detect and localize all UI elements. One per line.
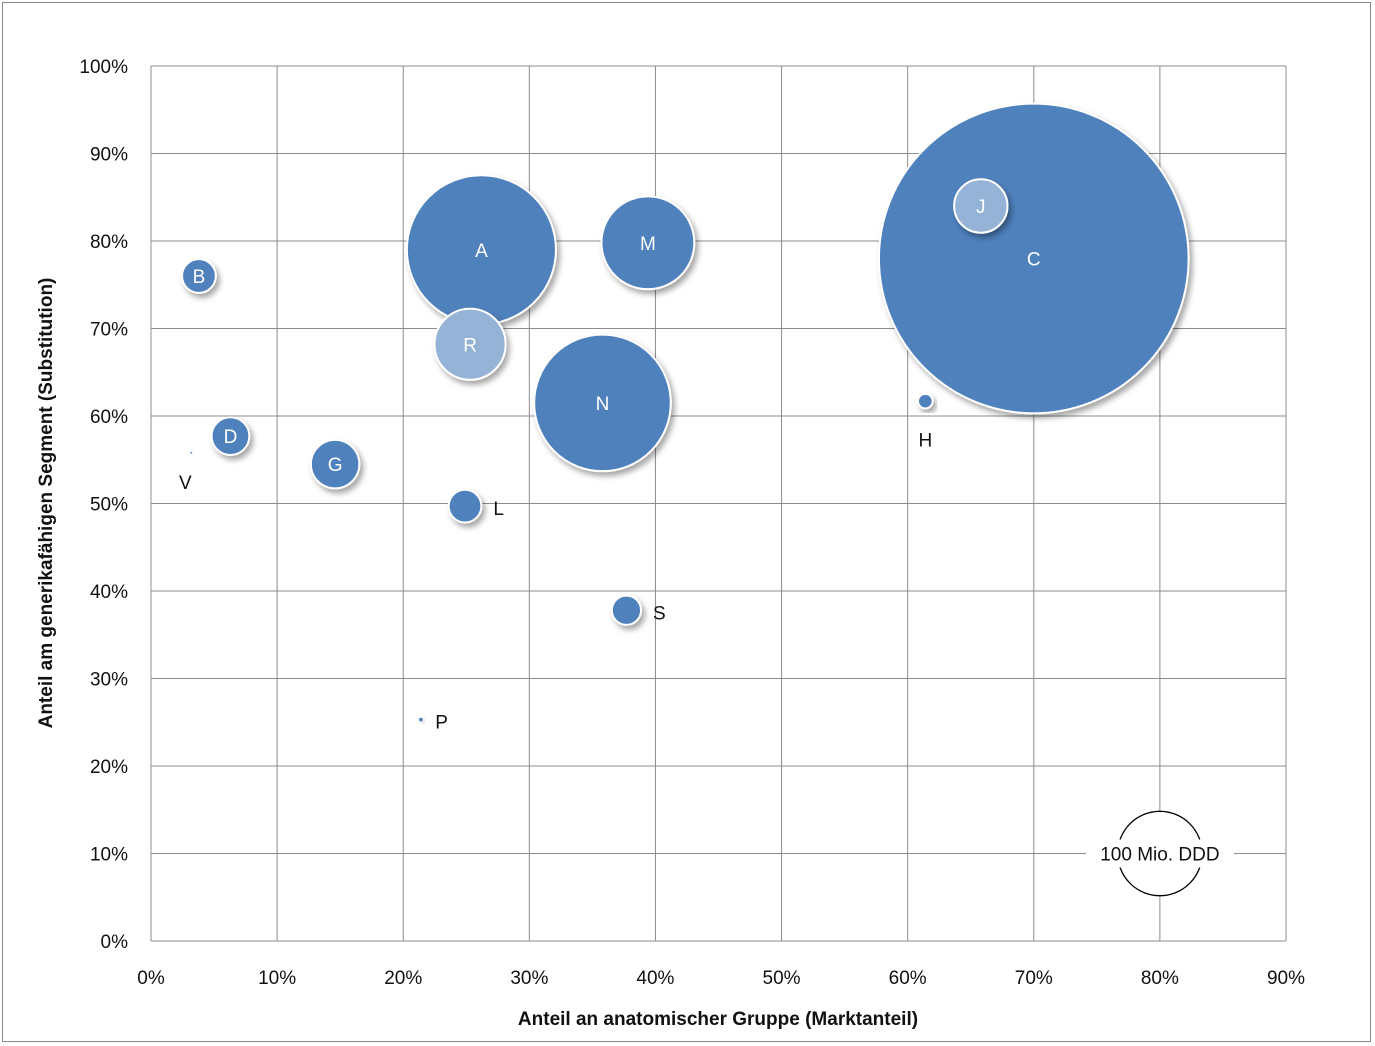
- bubble-label-n: N: [596, 394, 610, 415]
- bubble-label-c: C: [1027, 250, 1041, 271]
- bubble-label-h: H: [918, 430, 932, 451]
- bubble-g: [309, 438, 361, 490]
- y-tick-label: 70%: [90, 320, 128, 341]
- reference-label: 100 Mio. DDD: [1100, 845, 1219, 866]
- y-tick-label: 0%: [101, 932, 129, 953]
- bubble-label-v: V: [179, 473, 192, 494]
- y-axis-title: Anteil am generikafähigen Segment (Subst…: [36, 278, 57, 729]
- tick-labels: 0% 10% 20% 30% 40% 50% 60% 70% 80% 90% 0% 10% 20% 30%…: [79, 57, 1305, 989]
- x-tick-label: 10%: [258, 968, 296, 989]
- x-tick-label: 0%: [137, 968, 165, 989]
- y-tick-label: 100%: [79, 57, 128, 78]
- bubble-labels: C A N M R J G D B L S H P V: [179, 197, 1041, 734]
- bubble-s: [610, 594, 643, 626]
- bubble-label-d: D: [224, 427, 238, 448]
- bubble-m: [600, 195, 696, 291]
- x-tick-label: 50%: [763, 968, 801, 989]
- bubble-label-g: G: [328, 455, 343, 476]
- x-tick-label: 40%: [636, 968, 674, 989]
- bubble-c: [877, 102, 1190, 415]
- bubble-p: [418, 716, 424, 723]
- bubble-label-j: J: [976, 197, 986, 218]
- x-tick-label: 90%: [1267, 968, 1305, 989]
- y-tick-label: 20%: [90, 757, 128, 778]
- y-tick-label: 80%: [90, 232, 128, 253]
- x-tick-label: 70%: [1015, 968, 1053, 989]
- bubble-l: [447, 488, 483, 524]
- bubble-d: [210, 416, 251, 456]
- reference-bubble: 100 Mio. DDD: [1085, 810, 1234, 897]
- bubble-j: [953, 178, 1009, 234]
- y-tick-label: 30%: [90, 670, 128, 691]
- y-tick-label: 50%: [90, 495, 128, 516]
- bubble-label-l: L: [493, 499, 504, 520]
- x-tick-label: 20%: [384, 968, 422, 989]
- bubble-n: [533, 333, 672, 473]
- bubble-b: [181, 258, 217, 294]
- x-tick-label: 60%: [889, 968, 927, 989]
- bubble-label-a: A: [475, 241, 488, 262]
- bubble-label-s: S: [653, 603, 666, 624]
- x-axis-title: Anteil an anatomischer Gruppe (Marktante…: [518, 1009, 918, 1030]
- x-tick-label: 30%: [510, 968, 548, 989]
- y-tick-label: 10%: [90, 845, 128, 866]
- bubble-label-b: B: [193, 267, 206, 288]
- y-tick-label: 90%: [90, 145, 128, 166]
- bubble-label-m: M: [640, 234, 656, 255]
- x-tick-label: 80%: [1141, 968, 1179, 989]
- bubble-label-p: P: [435, 713, 448, 734]
- bubble-v: [189, 451, 194, 455]
- y-tick-label: 40%: [90, 582, 128, 603]
- bubble-r: [433, 307, 507, 381]
- y-tick-label: 60%: [90, 407, 128, 428]
- bubble-label-r: R: [463, 335, 477, 356]
- bubble-h: [917, 392, 934, 410]
- reference-label-bg: [1085, 839, 1234, 868]
- bubbles: [181, 102, 1190, 723]
